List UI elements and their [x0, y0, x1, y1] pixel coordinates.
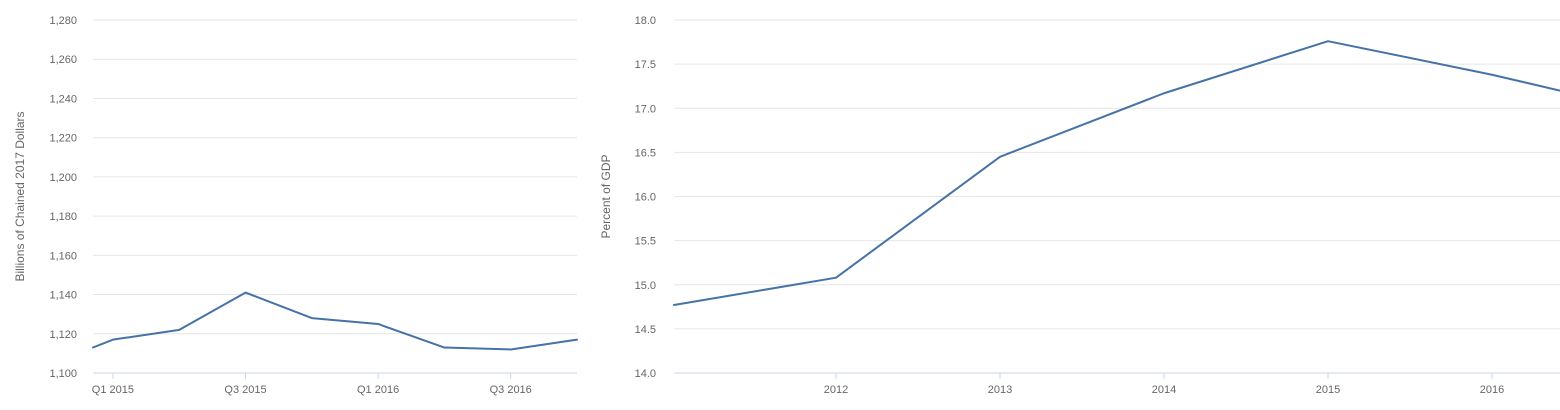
y-tick-label: 1,120: [49, 329, 77, 341]
x-tick-label: Q3 2015: [224, 384, 266, 396]
y-tick-label: 17.0: [635, 103, 656, 115]
x-tick-label: Q1 2016: [357, 384, 399, 396]
x-tick-label: 2015: [1316, 384, 1340, 396]
chart-left: Billions of Chained 2017 Dollars 1,100 1,…: [13, 15, 578, 396]
y-tick-label: 1,260: [49, 54, 77, 66]
x-tick-label: 2014: [1152, 384, 1176, 396]
x-tick-label: Q1 2015: [92, 384, 134, 396]
y-tick-label: 17.5: [635, 59, 656, 71]
x-tick-label: 2013: [988, 384, 1012, 396]
y-tick-label: 1,280: [49, 15, 77, 27]
series-line: [92, 291, 578, 351]
y-tick-label: 1,200: [49, 172, 77, 184]
y-tick-label: 1,140: [49, 290, 77, 302]
y-tick-label: 1,180: [49, 211, 77, 223]
y-tick-label: 14.0: [635, 368, 656, 380]
y-tick-label: 18.0: [635, 15, 656, 27]
y-axis-label: Percent of GDP: [599, 154, 613, 238]
x-tick-label: Q3 2016: [490, 384, 532, 396]
y-tick-label: 14.5: [635, 324, 656, 336]
y-tick-label: 1,240: [49, 93, 77, 105]
y-tick-label: 1,220: [49, 133, 77, 145]
y-tick-label: 15.0: [635, 280, 656, 292]
x-tick-label: 2016: [1480, 384, 1504, 396]
y-tick-label: 1,160: [49, 250, 77, 262]
x-tick-label: 2012: [824, 384, 848, 396]
y-tick-label: 1,100: [49, 368, 77, 380]
y-axis-label: Billions of Chained 2017 Dollars: [13, 111, 27, 281]
y-tick-label: 16.5: [635, 147, 656, 159]
chart-right: Percent of GDP 14.0 14.5 15.0 15.5 16.0 16.5 1…: [599, 15, 1560, 396]
y-tick-label: 16.0: [635, 192, 656, 204]
series-line: [673, 40, 1560, 307]
y-tick-label: 15.5: [635, 236, 656, 248]
